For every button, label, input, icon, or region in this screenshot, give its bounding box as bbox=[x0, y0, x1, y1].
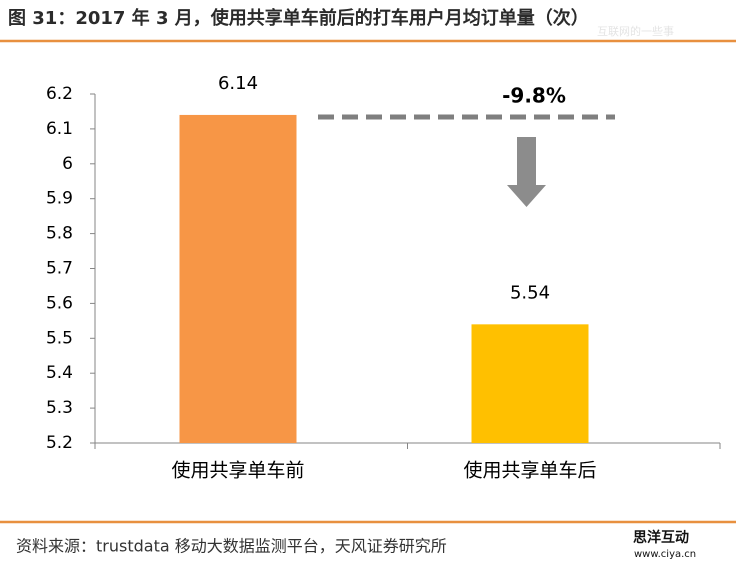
bar bbox=[179, 114, 297, 443]
value-label: 5.54 bbox=[510, 282, 550, 303]
watermark: www.ciya.cn bbox=[634, 549, 696, 560]
y-tick-label: 6.1 bbox=[46, 119, 73, 139]
x-tick-label: 使用共享单车前 bbox=[171, 460, 304, 482]
y-tick-label: 5.5 bbox=[46, 328, 73, 348]
y-tick-label: 5.3 bbox=[46, 398, 73, 418]
source: 资料来源：trustdata 移动大数据监测平台，天风证券研究所 bbox=[16, 537, 447, 556]
value-label: 6.14 bbox=[218, 73, 258, 94]
down-arrow bbox=[507, 137, 546, 207]
y-tick-label: 6 bbox=[62, 154, 73, 174]
y-tick-label: 5.2 bbox=[46, 433, 73, 453]
annotation: -9.8% bbox=[502, 84, 566, 108]
y-tick-label: 5.4 bbox=[46, 363, 73, 383]
y-tick-label: 5.8 bbox=[46, 224, 73, 244]
y-tick-label: 5.9 bbox=[46, 189, 73, 209]
chart-title: 图 31：2017 年 3 月，使用共享单车前后的打车用户月均订单量（次） bbox=[8, 7, 589, 29]
y-tick-label: 6.2 bbox=[46, 84, 73, 104]
y-tick-label: 5.6 bbox=[46, 293, 73, 313]
x-tick-label: 使用共享单车后 bbox=[463, 460, 596, 482]
y-tick-label: 5.7 bbox=[46, 259, 73, 279]
watermark: 思洋互动 bbox=[633, 529, 689, 546]
watermark: 互联网的一些事 bbox=[597, 24, 674, 38]
bar bbox=[471, 324, 589, 443]
